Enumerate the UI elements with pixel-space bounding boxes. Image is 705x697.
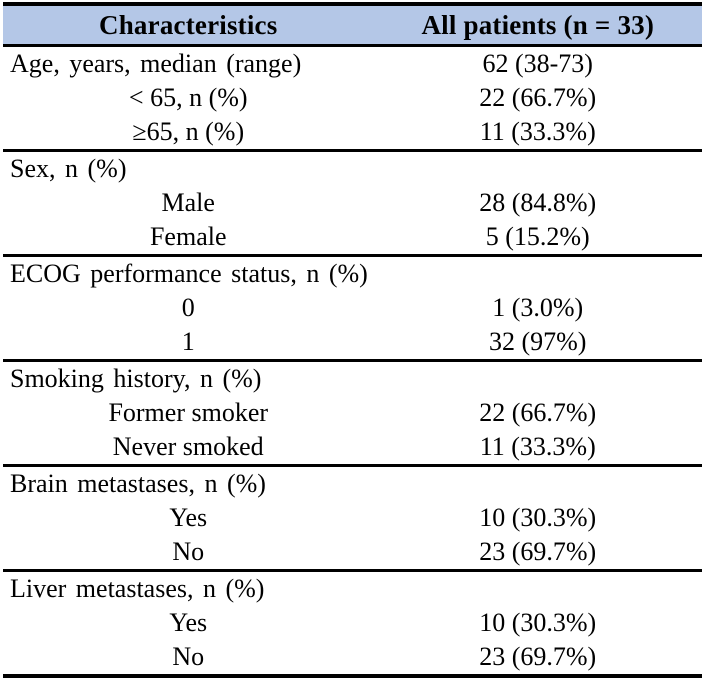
table-row: 1 32 (97%) — [3, 325, 702, 361]
table-row: Yes 10 (30.3%) — [3, 606, 702, 640]
row-label-cell: ≥65, n (%) — [132, 117, 245, 146]
header-cell-all-patients: All patients (n = 33) — [373, 2, 702, 47]
table-header: Characteristics All patients (n = 33) — [3, 2, 702, 47]
table-row: Former smoker 22 (66.7%) — [3, 396, 702, 430]
row-value-cell: 23 (69.7%) — [479, 537, 597, 566]
row-value-cell: 28 (84.8%) — [479, 188, 597, 217]
row-value-cell — [373, 254, 702, 291]
row-label-cell: Yes — [169, 608, 208, 637]
row-label-cell: Brain metastases, n (%) — [3, 464, 374, 501]
table-row: No 23 (69.7%) — [3, 535, 702, 571]
table-row: Yes 10 (30.3%) — [3, 501, 702, 535]
table-row: Liver metastases, n (%) — [3, 569, 702, 606]
row-value-cell: 10 (30.3%) — [479, 503, 597, 532]
row-value-cell: 22 (66.7%) — [479, 398, 597, 427]
row-label-cell: Yes — [169, 503, 208, 532]
table-row: No 23 (69.7%) — [3, 640, 702, 678]
row-label-cell: No — [3, 640, 374, 678]
table-row: < 65, n (%) 22 (66.7%) — [3, 81, 702, 115]
table-row: Smoking history, n (%) — [3, 359, 702, 396]
row-label-cell: Male — [161, 188, 215, 217]
row-label-cell: Never smoked — [112, 432, 264, 461]
row-label-cell: No — [172, 537, 205, 566]
table-row: Sex, n (%) — [3, 149, 702, 186]
row-value-cell: 22 (66.7%) — [479, 83, 597, 112]
patient-characteristics-table-wrapper: Characteristics All patients (n = 33) Ag… — [3, 2, 702, 678]
table-row: ECOG performance status, n (%) — [3, 254, 702, 291]
row-value-cell: 11 (33.3%) — [479, 117, 596, 146]
table-row: 0 1 (3.0%) — [3, 291, 702, 325]
row-value-cell: 11 (33.3%) — [479, 432, 596, 461]
row-value-cell: 1 (3.0%) — [492, 293, 584, 322]
table-row: Female 5 (15.2%) — [3, 220, 702, 256]
table-body: Age, years, median (range) 62 (38-73) < … — [3, 46, 702, 678]
row-value-cell — [373, 359, 702, 396]
row-value-cell — [373, 569, 702, 606]
row-label-cell: Liver metastases, n (%) — [3, 569, 374, 606]
table-row: Age, years, median (range) 62 (38-73) — [3, 46, 702, 82]
row-value-cell: 32 (97%) — [488, 327, 587, 356]
table-row: Brain metastases, n (%) — [3, 464, 702, 501]
row-label-cell: < 65, n (%) — [128, 83, 248, 112]
row-label-cell: ECOG performance status, n (%) — [3, 254, 374, 291]
row-label-cell: Female — [149, 222, 227, 251]
row-value-cell: 5 (15.2%) — [485, 222, 590, 251]
row-value-cell: 62 (38-73) — [482, 49, 593, 78]
row-label-cell: Former smoker — [108, 398, 269, 427]
row-value-cell — [373, 464, 702, 501]
row-value-cell: 23 (69.7%) — [373, 640, 702, 678]
patient-characteristics-table: Characteristics All patients (n = 33) Ag… — [3, 2, 702, 678]
row-value-cell — [373, 149, 702, 186]
table-row: Never smoked 11 (33.3%) — [3, 430, 702, 466]
table-row: Male 28 (84.8%) — [3, 186, 702, 220]
row-label-cell: 1 — [181, 327, 195, 356]
header-row: Characteristics All patients (n = 33) — [3, 2, 702, 47]
row-value-cell: 10 (30.3%) — [479, 608, 597, 637]
row-label-cell: Smoking history, n (%) — [3, 359, 374, 396]
table-row: ≥65, n (%) 11 (33.3%) — [3, 115, 702, 151]
row-label-cell: Sex, n (%) — [3, 149, 374, 186]
row-label-cell: 0 — [181, 293, 195, 322]
header-cell-characteristics: Characteristics — [3, 2, 374, 47]
row-label-cell: Age, years, median (range) — [10, 49, 302, 78]
